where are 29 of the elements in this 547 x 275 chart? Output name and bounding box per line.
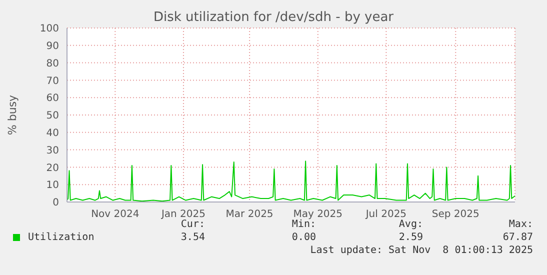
y-tick-label: 10 [46, 180, 59, 192]
x-tick-label: Sep 2025 [432, 209, 480, 220]
x-tick-label: May 2025 [293, 209, 343, 220]
y-tick-label: 60 [46, 93, 59, 104]
text: 3.54 [180, 232, 205, 243]
text: Max: [508, 219, 533, 230]
y-tick-label: 50 [46, 110, 59, 122]
x-tick-label: Nov 2024 [91, 209, 140, 220]
text: Last update: Sat Nov 8 01:00:13 2025 [310, 245, 533, 256]
y-axis-title: % busy [6, 94, 19, 136]
y-tick-label: 0 [52, 198, 59, 209]
y-tick-label: 70 [46, 76, 59, 87]
y-tick-label: 30 [46, 145, 59, 156]
text: 0.00 [292, 232, 316, 243]
legend-label: Utilization [28, 232, 94, 243]
y-tick-label: 20 [46, 162, 59, 174]
text: Avg: [398, 219, 423, 230]
y-tick-label: 100 [40, 24, 59, 35]
y-tick-label: 90 [46, 40, 59, 52]
text: 67.87 [502, 232, 533, 243]
x-tick-label: Jul 2025 [364, 209, 407, 220]
y-tick-label: 40 [46, 128, 59, 139]
text: Cur: [180, 219, 205, 230]
y-tick-label: 80 [46, 58, 59, 70]
x-tick-label: Jan 2025 [160, 209, 206, 220]
chart-title: Disk utilization for /dev/sdh - by year [152, 10, 395, 25]
text: 2.59 [398, 232, 423, 243]
x-tick-label: Mar 2025 [226, 209, 274, 220]
text: Min: [292, 219, 316, 230]
